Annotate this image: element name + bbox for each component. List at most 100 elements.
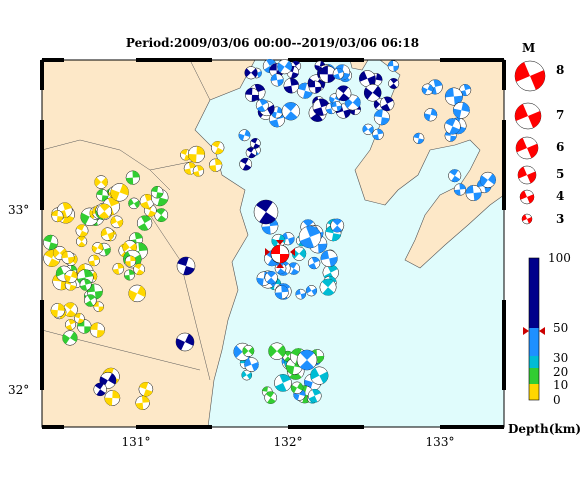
focal-mechanism xyxy=(110,183,129,202)
focal-mechanism xyxy=(413,132,425,144)
focal-mechanism xyxy=(444,118,461,135)
frame-bars xyxy=(40,58,506,429)
focal-mechanism xyxy=(110,215,124,229)
focal-mechanism xyxy=(319,278,337,296)
focal-mechanism xyxy=(139,194,155,209)
focal-mechanism xyxy=(320,249,338,267)
focal-mechanism xyxy=(388,78,400,90)
focal-mechanism xyxy=(305,285,318,297)
focal-mechanism xyxy=(76,235,88,248)
focal-mechanism xyxy=(519,189,535,205)
focal-mechanism xyxy=(51,210,64,223)
focal-mechanism xyxy=(176,256,196,276)
focal-mechanism xyxy=(249,138,261,149)
focal-mechanism xyxy=(64,270,78,284)
focal-mechanism xyxy=(358,70,376,87)
focal-mechanism xyxy=(295,288,307,300)
magnitude-legend: M 8 7 6 5 4 3 xyxy=(514,41,564,226)
focal-mechanism xyxy=(459,84,472,97)
focal-mechanism xyxy=(521,213,533,225)
focal-mechanism xyxy=(421,83,434,96)
focal-mechanism xyxy=(277,59,293,75)
focal-mechanism xyxy=(94,175,108,189)
focal-mechanism xyxy=(331,101,342,112)
focal-mechanism xyxy=(138,381,154,397)
focal-mechanism xyxy=(379,96,395,112)
depth-band-yellow xyxy=(529,384,539,400)
focal-mechanism xyxy=(93,301,104,312)
focal-mechanism xyxy=(175,332,195,352)
depth-pointer xyxy=(523,327,545,335)
y-tick-33: 33° xyxy=(8,203,29,217)
focal-mechanism xyxy=(96,189,109,202)
focal-mechanism xyxy=(452,101,470,119)
focal-mechanism xyxy=(208,158,223,172)
focal-mechanism xyxy=(298,225,322,249)
focal-mechanism xyxy=(514,60,546,92)
focal-mechanism xyxy=(465,184,482,202)
y-tick-32: 32° xyxy=(8,383,29,397)
focal-mechanism xyxy=(253,199,279,225)
focal-mechanism xyxy=(362,123,374,135)
focal-mechanism xyxy=(448,169,462,183)
focal-mechanism xyxy=(242,345,255,357)
focal-mechanism xyxy=(387,60,399,72)
focal-mechanism xyxy=(270,73,284,87)
depth-band-cyan xyxy=(529,356,539,368)
focal-mechanism xyxy=(43,234,59,250)
x-tick-131: 131° xyxy=(122,435,151,449)
focal-mechanism xyxy=(88,254,100,267)
focal-mechanism xyxy=(245,147,257,159)
epicenter-marker xyxy=(265,240,295,268)
focal-mechanism xyxy=(154,208,169,223)
focal-mechanism xyxy=(372,128,384,141)
focal-mechanism xyxy=(517,165,537,185)
focal-mechanism xyxy=(291,246,307,261)
depth-band-deep xyxy=(529,258,539,328)
focal-mechanism xyxy=(63,302,78,318)
focal-mechanism xyxy=(84,294,97,307)
focal-mechanism xyxy=(93,382,107,397)
focal-mechanism xyxy=(239,157,253,171)
focal-mechanism xyxy=(128,284,146,303)
focal-mechanism xyxy=(238,129,251,142)
focal-mechanism xyxy=(310,366,329,385)
focal-mechanism xyxy=(112,262,125,275)
depth-scale-label: Depth(km) xyxy=(508,422,580,436)
map-title: Period:2009/03/06 00:00--2019/03/06 06:1… xyxy=(125,36,420,50)
focal-mechanism xyxy=(91,242,104,254)
focal-mechanism xyxy=(268,342,286,360)
x-tick-132: 132° xyxy=(274,435,303,449)
focal-mechanism xyxy=(515,136,539,160)
magnitude-label-4: 4 xyxy=(556,189,564,203)
magnitude-label-8: 8 xyxy=(556,63,564,77)
focal-mechanism xyxy=(62,330,78,346)
focal-mechanisms xyxy=(43,58,496,410)
focal-mechanism xyxy=(453,183,467,196)
focal-mechanism xyxy=(124,255,137,267)
focal-mechanism xyxy=(373,109,390,126)
depth-tick-0: 0 xyxy=(553,393,561,407)
focal-mechanism xyxy=(287,262,301,275)
focal-mechanism xyxy=(136,215,153,231)
focal-mechanism xyxy=(335,85,352,102)
focal-mechanism xyxy=(187,145,206,163)
focal-mechanism xyxy=(75,224,89,238)
focal-mechanism xyxy=(241,369,253,381)
focal-mechanism xyxy=(290,381,304,394)
focal-mechanism xyxy=(61,250,75,265)
focal-mechanism xyxy=(444,87,463,106)
focal-mechanism xyxy=(79,278,92,291)
focal-mechanism xyxy=(479,171,496,188)
magnitude-label-6: 6 xyxy=(556,140,564,154)
focal-mechanism xyxy=(211,141,225,155)
depth-scale: 100 50 30 20 10 0 Depth(km) xyxy=(508,251,580,436)
focal-mechanism xyxy=(424,108,438,122)
focal-mechanism xyxy=(135,395,150,410)
depth-tick-30: 30 xyxy=(553,351,568,365)
focal-mechanism xyxy=(308,80,322,94)
focal-mechanism xyxy=(283,77,300,94)
depth-tick-20: 20 xyxy=(553,365,568,379)
focal-mechanism xyxy=(296,349,318,371)
